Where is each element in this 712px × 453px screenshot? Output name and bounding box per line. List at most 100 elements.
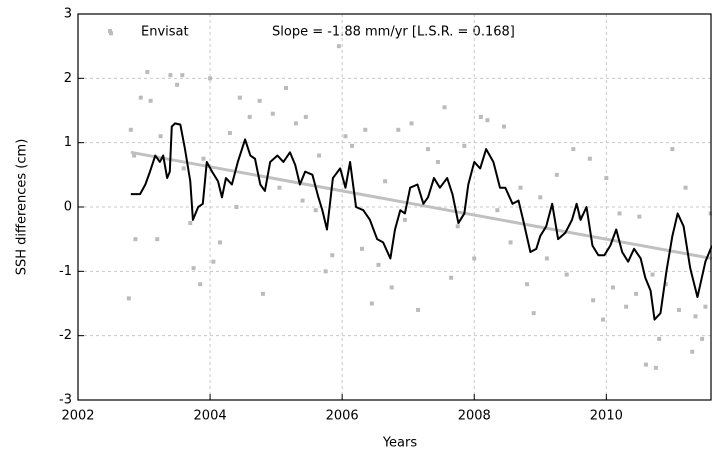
point (676, 307, 681, 312)
point (257, 98, 262, 103)
point (175, 82, 180, 87)
point (363, 127, 368, 132)
point (260, 291, 265, 296)
point (591, 298, 596, 303)
point (109, 31, 114, 36)
point (132, 153, 137, 158)
point (554, 172, 559, 177)
point (145, 69, 150, 74)
point (601, 317, 606, 322)
point (126, 296, 131, 301)
point (234, 205, 239, 209)
y-axis-label: SSH differences (cm) (15, 139, 30, 276)
x-axis-label: Years (382, 436, 418, 451)
point (449, 275, 454, 280)
point (133, 237, 138, 242)
point (634, 291, 639, 296)
point (270, 111, 275, 116)
point (317, 153, 322, 158)
point (508, 240, 513, 245)
point (531, 311, 536, 316)
point (300, 198, 305, 203)
annotation: Slope = -1.88 mm/yr [L.S.R. = 0.168] (272, 25, 515, 40)
legend-marker (108, 29, 112, 33)
y-tick-label: 2 (64, 71, 72, 86)
point (227, 131, 232, 136)
point (455, 224, 460, 229)
point (501, 124, 506, 129)
point (336, 44, 341, 49)
point (293, 121, 298, 126)
point (188, 221, 193, 226)
point (383, 179, 388, 184)
plot-frame (77, 13, 712, 401)
point (198, 282, 203, 287)
point (180, 73, 185, 78)
point (313, 208, 318, 213)
y-tick-label: 0 (64, 200, 72, 215)
point (472, 256, 477, 261)
point (525, 282, 530, 287)
point (369, 301, 374, 306)
legend-label: Envisat (141, 25, 189, 40)
point (191, 266, 196, 271)
point (693, 314, 698, 319)
y-tick-label: -3 (59, 393, 72, 408)
point (409, 121, 414, 126)
point (277, 185, 282, 190)
point (657, 336, 662, 341)
point (617, 211, 622, 216)
point (485, 118, 490, 123)
point (158, 134, 163, 139)
x-tick-label: 2010 (590, 409, 623, 424)
point (495, 208, 500, 213)
point (284, 85, 289, 90)
y-tick-label: 1 (64, 135, 72, 150)
point (330, 253, 335, 258)
point (564, 272, 569, 277)
point (343, 134, 348, 139)
point (426, 147, 431, 152)
line (130, 150, 712, 260)
point (610, 285, 615, 290)
point (138, 95, 143, 100)
point (323, 269, 328, 274)
point (217, 240, 222, 245)
point (155, 237, 160, 242)
point (703, 304, 708, 309)
x-tick-label: 2006 (326, 409, 359, 424)
point (683, 185, 688, 190)
point (653, 365, 658, 370)
point (402, 217, 407, 222)
point (670, 147, 675, 152)
point (396, 127, 401, 132)
point (708, 211, 712, 216)
point (237, 95, 242, 100)
point (389, 285, 394, 290)
point (376, 262, 381, 267)
point (168, 73, 173, 78)
x-tick-label: 2002 (61, 409, 94, 424)
point (442, 105, 447, 110)
y-tick-label: -1 (59, 264, 72, 279)
x-tick-label: 2004 (194, 409, 227, 424)
point (148, 98, 153, 103)
x-tick-label: 2008 (458, 409, 491, 424)
point (208, 76, 213, 81)
point (624, 304, 629, 309)
point (690, 349, 695, 354)
point (462, 143, 467, 148)
y-tick-label: -2 (59, 328, 72, 343)
point (247, 114, 252, 119)
point (350, 143, 355, 148)
point (435, 159, 440, 164)
point (201, 156, 206, 161)
y-tick-label: 3 (64, 7, 72, 22)
point (538, 195, 543, 200)
point (478, 114, 483, 119)
point (211, 259, 216, 264)
point (650, 272, 655, 277)
point (700, 336, 705, 341)
point (637, 214, 642, 219)
